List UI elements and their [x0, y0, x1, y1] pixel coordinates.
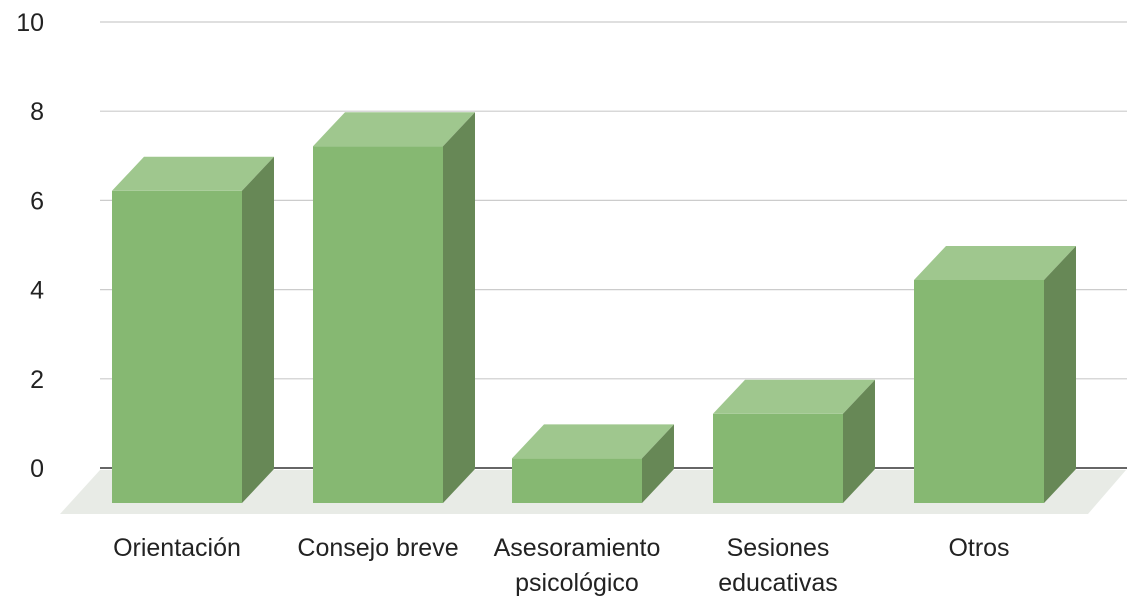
x-category-label: Consejo breve: [297, 534, 458, 562]
bar-side: [843, 379, 875, 503]
bar-side: [642, 424, 674, 503]
y-tick-label: 10: [16, 9, 44, 37]
bar-top: [512, 424, 674, 459]
x-category-label-line: Otros: [948, 534, 1009, 562]
bar-front: [512, 458, 642, 503]
bar-side: [1044, 246, 1076, 503]
x-axis-category-labels: Orientación Consejo breve Asesoramiento psi…: [113, 534, 1009, 597]
bar-front: [112, 190, 242, 504]
x-category-label: Otros: [948, 534, 1009, 562]
y-tick-label: 0: [30, 455, 44, 483]
bar: [112, 156, 274, 504]
bar-top: [112, 156, 274, 191]
y-tick-label: 2: [30, 366, 44, 394]
bar-top: [313, 112, 475, 147]
bar-front: [313, 146, 443, 503]
x-category-label-line: Sesiones: [727, 534, 830, 562]
y-tick-label: 8: [30, 98, 44, 126]
y-tick-label: 6: [30, 187, 44, 215]
y-tick-label: 4: [30, 277, 44, 305]
bar-top: [914, 246, 1076, 280]
bar-front: [914, 280, 1044, 503]
x-category-label-line: psicológico: [515, 569, 639, 597]
x-category-label-line: Asesoramiento: [494, 534, 661, 562]
bar: [313, 112, 475, 503]
bars-layer: [112, 112, 1076, 504]
x-category-label: Sesiones educativas: [718, 534, 838, 597]
bar-top: [713, 379, 875, 414]
bar-side: [242, 156, 274, 504]
bar-front: [713, 413, 843, 503]
x-category-label: Asesoramiento psicológico: [494, 534, 661, 597]
x-category-label-line: educativas: [718, 569, 838, 597]
bar-side: [443, 112, 475, 503]
bar: [713, 379, 875, 503]
x-category-label: Orientación: [113, 534, 241, 562]
x-category-label-line: Orientación: [113, 534, 241, 562]
bar: [914, 246, 1076, 503]
bar: [512, 424, 674, 503]
y-axis-tick-labels: 0 2 4 6 8 10: [16, 9, 44, 483]
x-category-label-line: Consejo breve: [297, 534, 458, 562]
